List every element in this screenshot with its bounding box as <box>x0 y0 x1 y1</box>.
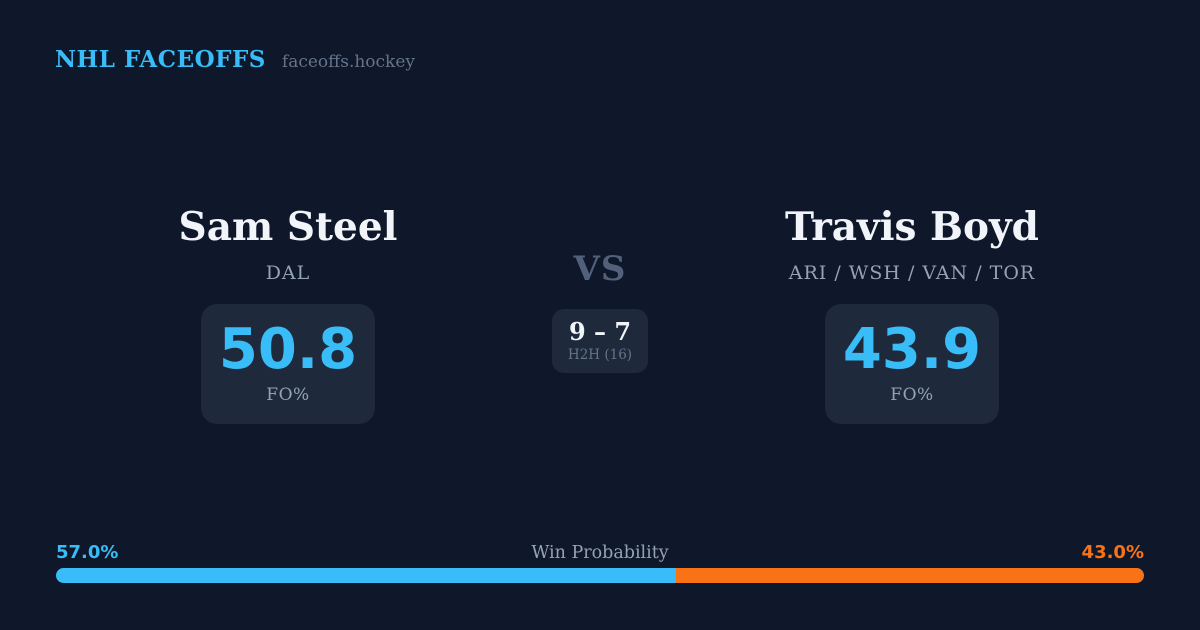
player-right-column: Travis Boyd ARI / WSH / VAN / TOR 43.9 F… <box>772 206 1052 424</box>
vs-label: VS <box>573 249 627 289</box>
win-bar-left-segment <box>56 568 677 583</box>
stat-value: 43.9 <box>842 317 982 383</box>
player-name: Travis Boyd <box>785 204 1039 250</box>
win-bar-right-segment <box>676 568 1144 583</box>
vs-column: VS 9 – 7 H2H (16) <box>540 252 660 373</box>
player-teams: ARI / WSH / VAN / TOR <box>788 261 1036 284</box>
win-probability-labels: 57.0% Win Probability 43.0% <box>56 542 1144 564</box>
stat-value: 50.8 <box>218 317 358 383</box>
stat-card: 43.9 FO% <box>825 303 999 424</box>
win-prob-right-pct: 43.0% <box>1081 542 1144 563</box>
h2h-card: 9 – 7 H2H (16) <box>552 309 648 373</box>
stat-label: FO% <box>890 385 934 406</box>
player-teams: DAL <box>265 261 311 284</box>
win-prob-title: Win Probability <box>531 543 669 563</box>
header: NHL FACEOFFS faceoffs.hockey <box>55 46 415 73</box>
h2h-record: 9 – 7 <box>568 316 632 346</box>
win-prob-left-pct: 57.0% <box>56 542 119 563</box>
h2h-label: H2H (16) <box>567 347 633 364</box>
win-probability-bar <box>56 568 1144 583</box>
site-url: faceoffs.hockey <box>281 52 416 72</box>
brand-title: NHL FACEOFFS <box>55 46 266 73</box>
player-left-column: Sam Steel DAL 50.8 FO% <box>148 206 428 424</box>
stat-label: FO% <box>266 385 310 406</box>
player-name: Sam Steel <box>178 204 398 250</box>
stat-card: 50.8 FO% <box>201 303 375 424</box>
